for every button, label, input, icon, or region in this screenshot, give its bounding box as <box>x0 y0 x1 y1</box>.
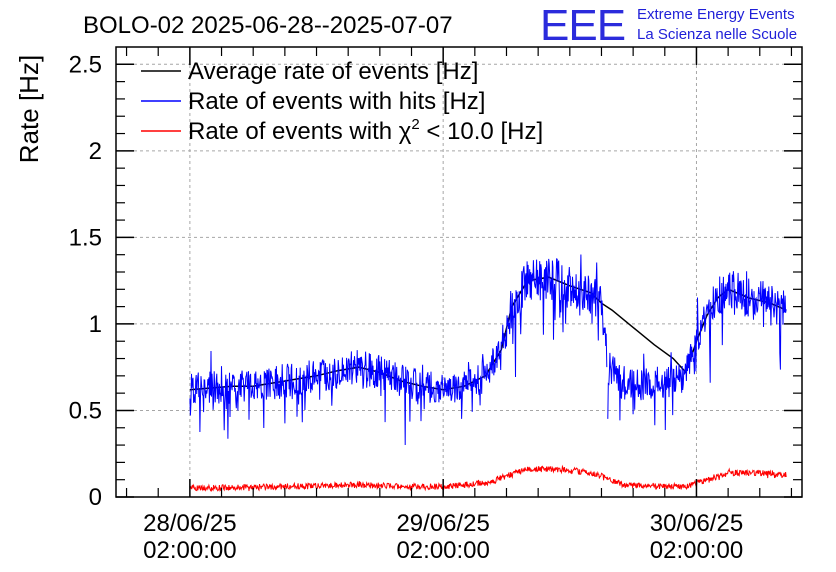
legend: Average rate of events [Hz] Rate of event… <box>141 58 543 145</box>
y-tick-label: 1.5 <box>69 224 102 251</box>
y-tick-labels: 0 0.5 1 1.5 2 2.5 <box>69 51 102 511</box>
x-tick-labels: 28/06/2502:00:0029/06/2502:00:0030/06/25… <box>143 510 743 564</box>
legend-label-chi2: Rate of events with χ2 < 10.0 [Hz] <box>188 116 543 145</box>
y-tick-label: 0.5 <box>69 397 102 424</box>
series-hits-trace <box>189 254 608 446</box>
grid <box>116 47 802 497</box>
y-tick-label: 2 <box>89 138 102 165</box>
x-tick-time: 02:00:00 <box>650 537 743 564</box>
legend-label-hits: Rate of events with hits [Hz] <box>188 88 485 115</box>
y-tick-label: 0 <box>89 484 102 511</box>
y-tick-label: 2.5 <box>69 51 102 78</box>
series-chi2-trace <box>189 464 787 493</box>
legend-label-suffix: < 10.0 [Hz] <box>420 118 543 145</box>
x-tick-date: 30/06/25 <box>650 510 743 537</box>
legend-label-prefix: Rate of events with χ <box>188 118 412 145</box>
eee-logo: EEE Extreme Energy Events La Scienza nel… <box>540 1 797 50</box>
legend-label-superscript: 2 <box>411 116 419 133</box>
eee-logo-line1: Extreme Energy Events <box>637 6 795 23</box>
axis-ticks <box>116 47 802 498</box>
y-axis-title: Rate [Hz] <box>14 55 44 163</box>
series-hits-trace-2 <box>607 271 787 431</box>
legend-label-average: Average rate of events [Hz] <box>188 58 478 85</box>
series <box>189 254 787 493</box>
x-tick-time: 02:00:00 <box>396 537 489 564</box>
x-tick-date: 29/06/25 <box>396 510 489 537</box>
x-tick-time: 02:00:00 <box>143 537 236 564</box>
eee-logo-line2: La Scienza nelle Scuole <box>637 26 797 43</box>
chart-title: BOLO-02 2025-06-28--2025-07-07 <box>83 12 453 39</box>
y-tick-label: 1 <box>89 311 102 338</box>
x-tick-date: 28/06/25 <box>143 510 236 537</box>
eee-logo-mark: EEE <box>540 1 625 50</box>
